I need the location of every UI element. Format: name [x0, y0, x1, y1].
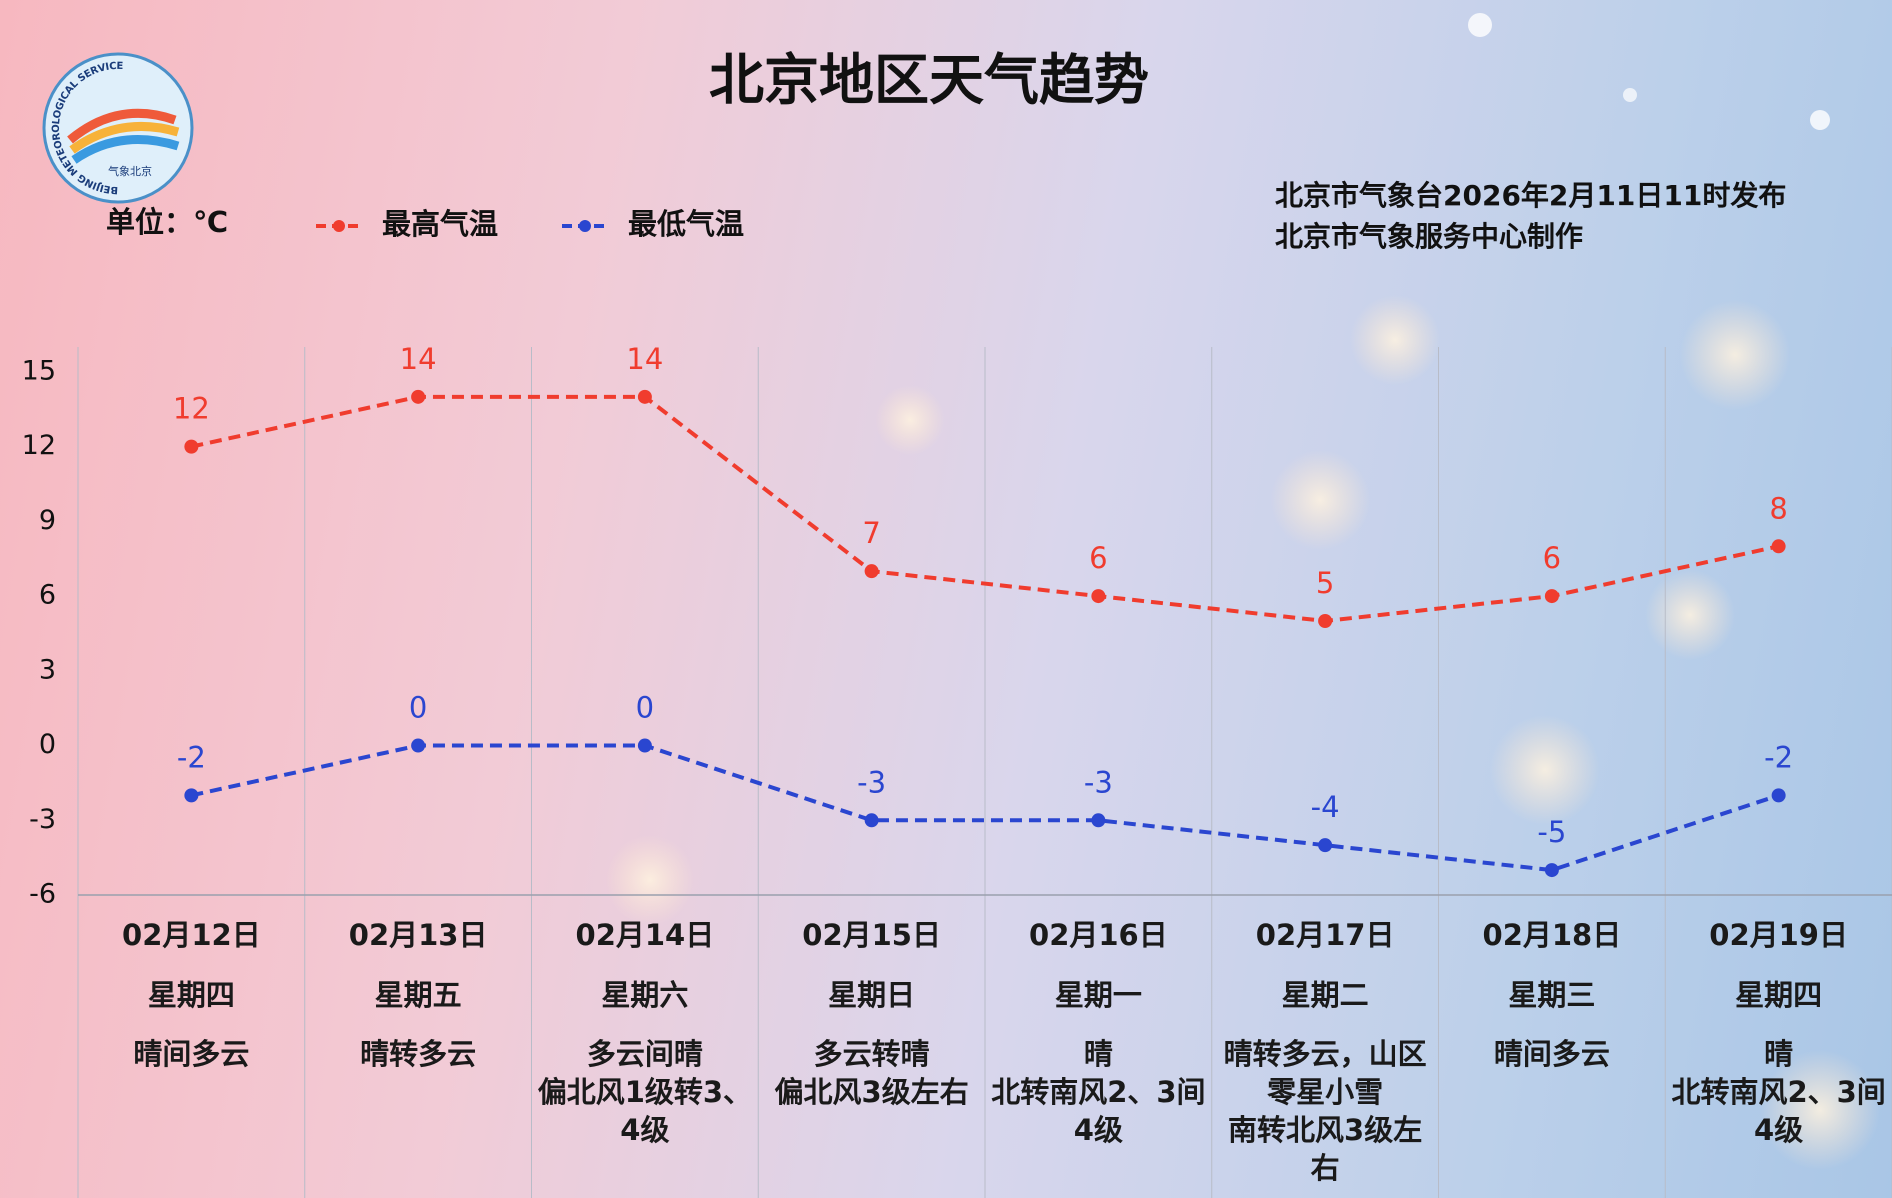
weekday-label: 星期六 [601, 978, 689, 1012]
data-label: -2 [1764, 740, 1793, 774]
y-tick-label: 9 [39, 505, 56, 536]
date-label: 02月19日 [1709, 918, 1848, 952]
y-tick-label: 3 [39, 654, 56, 685]
wind-text: 偏北风3级左右 [774, 1075, 969, 1109]
data-label: -2 [177, 740, 206, 774]
data-point [1771, 788, 1786, 803]
wind-text: 偏北风1级转3、4级 [537, 1075, 753, 1147]
date-label: 02月18日 [1482, 918, 1622, 952]
data-label: -3 [857, 765, 886, 799]
weekday-label: 星期五 [374, 978, 462, 1012]
weekday-label: 星期二 [1281, 978, 1369, 1012]
data-point [1771, 539, 1786, 554]
data-point [1091, 813, 1106, 828]
data-point [184, 788, 199, 803]
series-line [190, 394, 1780, 624]
data-point [1318, 614, 1333, 628]
data-point [637, 738, 652, 753]
weekday-label: 星期日 [828, 978, 916, 1012]
weather-text: 晴 [1083, 1037, 1113, 1071]
y-tick-label: 6 [39, 580, 56, 611]
date-label: 02月16日 [1029, 918, 1168, 952]
data-label: 5 [1316, 566, 1334, 600]
data-point [864, 813, 879, 828]
data-label: 0 [636, 691, 654, 725]
data-label: 0 [409, 691, 427, 725]
data-label: 6 [1089, 541, 1107, 575]
data-label: 12 [173, 392, 210, 426]
weather-text: 晴间多云 [1493, 1037, 1610, 1071]
weekday-label: 星期四 [147, 978, 235, 1012]
data-label: 7 [862, 516, 880, 550]
y-tick-label: -6 [29, 879, 56, 910]
data-point [1544, 589, 1559, 604]
data-point [1091, 589, 1106, 604]
data-label: -3 [1084, 765, 1113, 799]
series-line [190, 743, 1780, 873]
y-tick-label: 15 [22, 355, 56, 386]
legend-label: 最高气温 [382, 207, 498, 241]
data-point [1318, 838, 1333, 853]
y-tick-label: -3 [29, 804, 56, 835]
data-label: 8 [1769, 491, 1787, 525]
date-label: 02月13日 [348, 918, 488, 952]
data-point [411, 389, 426, 404]
wind-text: 北转南风2、3间4级 [991, 1075, 1206, 1147]
issuer-line: 北京市气象服务中心制作 [1275, 220, 1583, 253]
data-label: 14 [626, 342, 663, 376]
logo-name: 气象北京 [108, 164, 152, 178]
data-point [411, 738, 426, 753]
data-point [1544, 863, 1559, 878]
y-tick-label: 12 [22, 430, 56, 461]
data-label: -5 [1537, 815, 1566, 849]
weather-text: 晴 [1764, 1037, 1794, 1071]
chart-title: 北京地区天气趋势 [709, 48, 1149, 112]
legend-marker [579, 220, 591, 232]
date-label: 02月12日 [122, 918, 261, 952]
weekday-label: 星期四 [1735, 978, 1823, 1012]
legend-label: 最低气温 [628, 207, 744, 241]
legend-marker [333, 220, 345, 232]
logo: BEIJING METEOROLOGICAL SERVICE 气象北京 [42, 52, 194, 204]
data-label: 6 [1543, 541, 1561, 575]
data-point [864, 564, 879, 579]
weather-text: 晴转多云 [360, 1037, 477, 1071]
date-label: 02月14日 [575, 918, 715, 952]
data-point [184, 439, 199, 454]
weekday-label: 星期一 [1054, 978, 1142, 1012]
date-label: 02月17日 [1255, 918, 1395, 952]
issuer-line: 北京市气象台2026年2月11日11时发布 [1275, 179, 1786, 212]
weather-text: 多云转晴 [813, 1037, 930, 1071]
unit-label: 单位：℃ [106, 205, 228, 239]
date-label: 02月15日 [802, 918, 941, 952]
weather-text: 晴转多云，山区零星小雪 [1223, 1037, 1427, 1109]
data-label: 14 [400, 342, 437, 376]
weather-text: 晴间多云 [133, 1037, 250, 1071]
decor [605, 13, 1880, 1170]
wind-text: 南转北风3级左右 [1228, 1113, 1423, 1185]
wind-text: 北转南风2、3间4级 [1671, 1075, 1886, 1147]
weather-text: 多云间晴 [586, 1037, 703, 1071]
weekday-label: 星期三 [1508, 978, 1596, 1012]
y-tick-label: 0 [39, 729, 56, 760]
data-label: -4 [1311, 790, 1340, 824]
data-point [637, 389, 652, 404]
